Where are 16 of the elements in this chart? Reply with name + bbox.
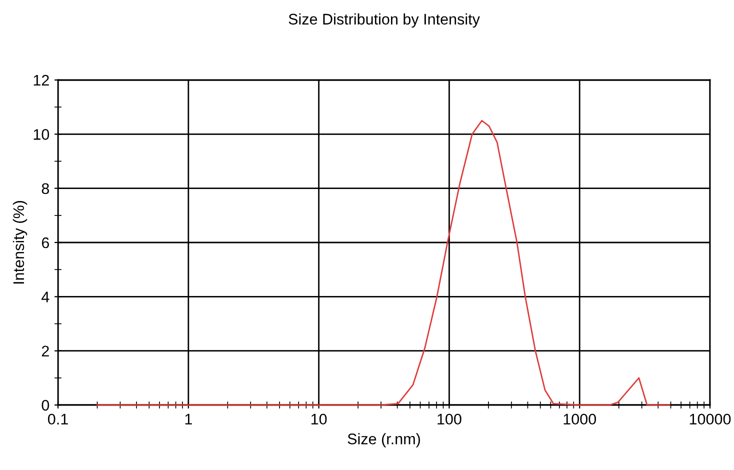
y-tick-label: 12	[34, 74, 49, 86]
x-tick-label: 10	[311, 414, 327, 425]
y-tick-label: 10	[34, 129, 50, 140]
x-tick-label: 1000	[564, 414, 596, 425]
y-tick-label: 2	[42, 346, 49, 356]
y-tick-label: 6	[42, 237, 49, 248]
x-tick-label: 1	[185, 414, 192, 424]
x-axis-title: Size (r.nm)	[348, 433, 420, 448]
x-tick-label: 0.1	[48, 414, 68, 425]
x-tick-label: 100	[438, 414, 462, 425]
y-tick-label: 4	[42, 292, 50, 302]
x-tick-label: 10000	[690, 414, 731, 425]
y-axis-title: Intensity (%)	[12, 200, 28, 284]
y-tick-label: 0	[42, 400, 50, 411]
chart-title: Size Distribution by Intensity	[288, 13, 480, 28]
y-tick-label: 8	[42, 183, 50, 194]
